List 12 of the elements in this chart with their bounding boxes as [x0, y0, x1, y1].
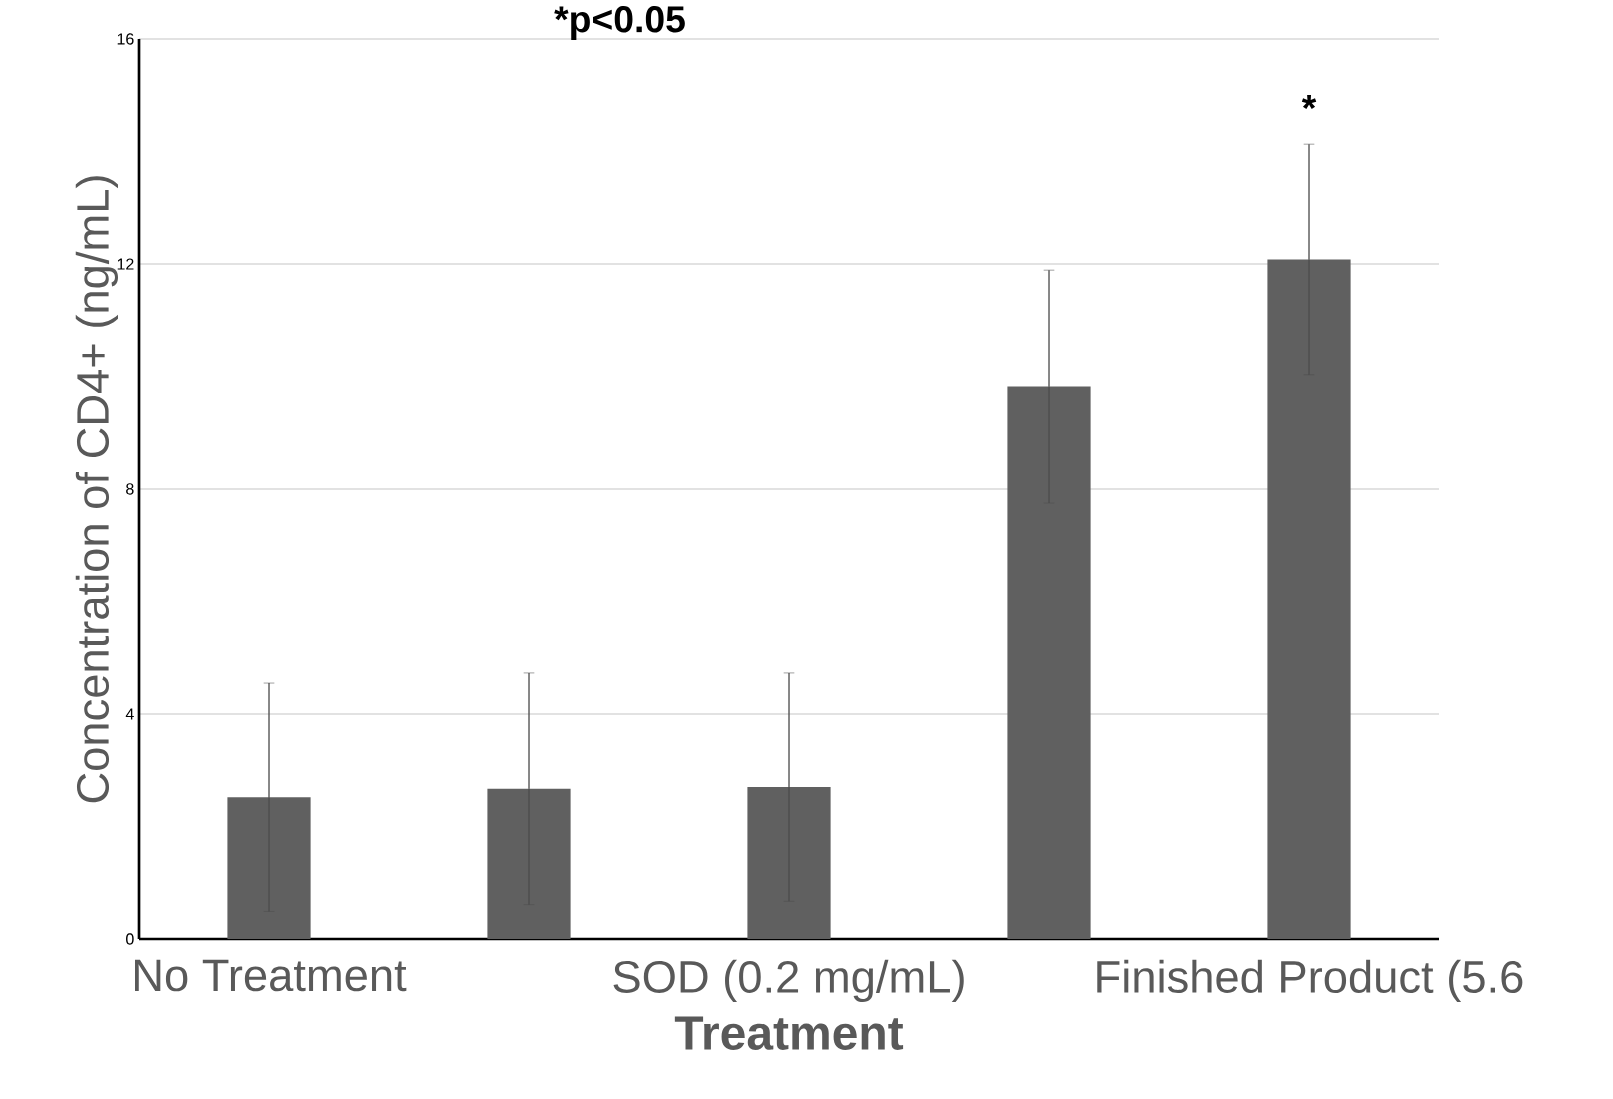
y-tick-label: 4: [125, 708, 134, 720]
x-tick-label: Finished Product (5.6: [1097, 959, 1523, 1002]
y-tick-label: 0: [126, 933, 134, 945]
y-axis-title: Concentration of CD4+ (ng/mL): [75, 176, 119, 803]
y-tick-label: 16: [117, 33, 134, 45]
x-tick-label: No Treatment: [135, 959, 407, 992]
y-tick-label: 12: [117, 258, 134, 270]
chart-title: *p<0.05: [554, 6, 685, 40]
annotation: *: [1301, 95, 1317, 109]
x-tick-label: SOD (0.2 mg/mL): [613, 959, 964, 1002]
y-tick-label: 8: [126, 483, 134, 495]
x-axis-title: Treatment: [674, 1016, 904, 1050]
